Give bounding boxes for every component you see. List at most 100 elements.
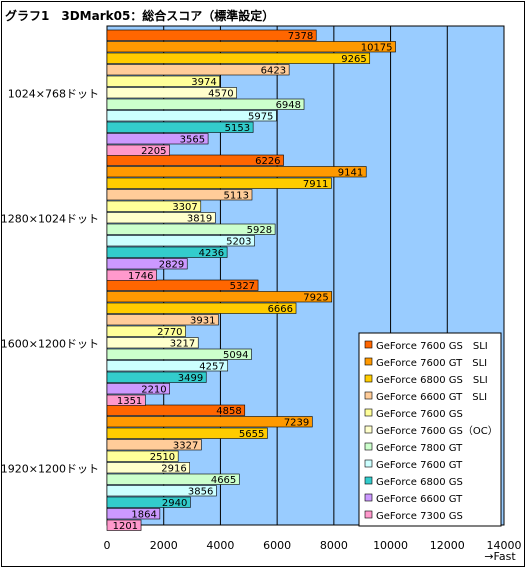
data-label: 10175 <box>361 43 393 54</box>
data-label: 7378 <box>288 31 313 42</box>
data-label: 4236 <box>199 248 224 259</box>
bar <box>106 154 284 166</box>
x-tick-label: 2000 <box>150 539 178 552</box>
legend-entry: GeForce 7600 GT SLI <box>376 358 487 369</box>
data-label: 1864 <box>131 510 156 521</box>
legend-entry: GeForce 6800 GS SLI <box>376 375 488 386</box>
bar <box>106 439 202 451</box>
data-label: 2770 <box>157 327 182 338</box>
data-label: 5975 <box>248 112 273 123</box>
data-label: 2940 <box>162 498 187 509</box>
data-label: 9141 <box>338 168 363 179</box>
data-label: 3217 <box>170 339 195 350</box>
bar <box>106 360 229 372</box>
legend-entry: GeForce 7600 GS <box>376 409 463 420</box>
bar <box>106 144 170 156</box>
data-label: 3327 <box>173 441 198 452</box>
bar <box>106 133 209 145</box>
data-label: 1201 <box>113 521 138 532</box>
data-label: 3307 <box>172 202 197 213</box>
bar <box>106 416 313 428</box>
x-tick-label: 0 <box>104 539 111 552</box>
data-label: 4570 <box>208 89 233 100</box>
legend-swatch <box>364 459 373 468</box>
data-label: 2210 <box>141 385 166 396</box>
bar <box>106 473 240 485</box>
data-label: 5655 <box>239 429 264 440</box>
bar <box>106 189 253 201</box>
x-tick-label: 10000 <box>373 539 408 552</box>
data-label: 9265 <box>341 54 366 65</box>
legend-entry: GeForce 7600 GS SLI <box>376 341 488 352</box>
category-label: 1280×1024ドット <box>1 212 99 225</box>
category-label: 1920×1200ドット <box>1 462 99 475</box>
bar <box>106 87 237 99</box>
data-label: 5153 <box>225 123 250 134</box>
bar <box>106 394 146 406</box>
data-label: 1746 <box>128 271 153 282</box>
bar <box>106 64 290 76</box>
bar <box>106 29 317 41</box>
legend-entry: GeForce 6600 GT <box>376 494 463 505</box>
bar <box>106 496 191 508</box>
data-label: 7925 <box>303 293 328 304</box>
legend-entry: GeForce 6600 GT SLI <box>376 392 487 403</box>
x-tick-label: 14000 <box>487 539 522 552</box>
bar <box>106 75 220 87</box>
legend-entry: GeForce 6800 GS <box>376 477 463 488</box>
category-label: 1600×1200ドット <box>1 337 99 350</box>
data-label: 6666 <box>268 304 293 315</box>
data-label: 5327 <box>230 281 255 292</box>
bar <box>106 404 246 416</box>
bar <box>106 98 305 110</box>
data-label: 2916 <box>161 464 186 475</box>
bar <box>106 383 170 395</box>
x-tick-label: 8000 <box>320 539 348 552</box>
data-label: 7239 <box>284 418 309 429</box>
x-axis-label: →Fast <box>484 550 516 563</box>
bar <box>106 450 179 462</box>
bar <box>106 121 254 133</box>
bar <box>106 212 216 224</box>
bar <box>106 246 228 258</box>
data-label: 4858 <box>216 406 241 417</box>
bar <box>106 41 396 53</box>
x-tick-label: 12000 <box>430 539 465 552</box>
bar <box>106 302 297 314</box>
category-label: 1024×768ドット <box>8 87 99 100</box>
data-label: 2205 <box>141 146 166 157</box>
data-label: 3565 <box>180 135 205 146</box>
data-label: 3974 <box>191 77 216 88</box>
data-label: 3856 <box>188 487 213 498</box>
data-label: 3819 <box>187 214 212 225</box>
data-label: 3499 <box>178 373 203 384</box>
bar <box>106 258 188 270</box>
bar <box>106 177 332 189</box>
legend-swatch <box>364 493 373 502</box>
legend-box <box>358 332 502 527</box>
legend-swatch <box>364 510 373 519</box>
x-tick-label: 6000 <box>263 539 291 552</box>
legend-swatch <box>364 476 373 485</box>
legend-swatch <box>364 425 373 434</box>
legend-entry: GeForce 7600 GT <box>376 460 463 471</box>
legend-entry: GeForce 7300 GS <box>376 511 463 522</box>
data-label: 6948 <box>276 100 301 111</box>
bar <box>106 508 161 520</box>
bar <box>106 348 252 360</box>
bar <box>106 337 199 349</box>
legend-swatch <box>364 340 373 349</box>
bar <box>106 223 276 235</box>
data-label: 6226 <box>255 156 280 167</box>
data-label: 4257 <box>199 362 224 373</box>
data-label: 5094 <box>223 350 248 361</box>
data-label: 6423 <box>261 66 286 77</box>
data-label: 4665 <box>211 475 236 486</box>
data-label: 3931 <box>190 316 215 327</box>
bar <box>106 314 219 326</box>
bar <box>106 325 186 337</box>
data-label: 1351 <box>117 396 142 407</box>
bar <box>106 166 367 178</box>
